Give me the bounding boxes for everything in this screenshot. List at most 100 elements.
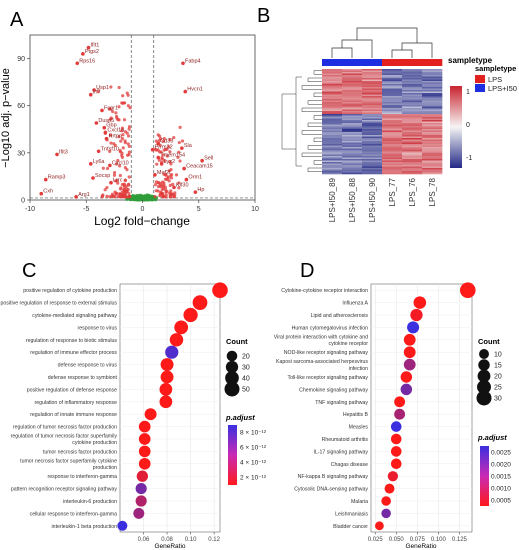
heatmap-cell [362,96,383,98]
volcano-point-sig [115,116,119,120]
heatmap-cell [342,163,363,166]
term-point [160,358,174,372]
heatmap-cell [402,120,423,122]
heatmap-cell [422,126,443,128]
heatmap-cell [342,88,363,91]
heatmap-column-label: LPS_77 [388,177,397,206]
heatmap-cell [382,168,403,170]
volcano-gene-label: Tmem154 [160,153,185,159]
heatmap-cell [342,106,363,109]
heatmap-cell [382,117,403,119]
volcano-point-labeled [74,195,78,199]
padjust-tick-label: 4 × 10⁻¹² [240,460,267,467]
heatmap-cell [322,76,343,79]
heatmap-cell [402,117,423,119]
volcano-point-sig [116,181,120,185]
volcano-x-tick-label: 5 [197,206,201,213]
heatmap-cell [422,151,443,154]
term-point [138,445,151,458]
heatmap-cell [382,141,403,143]
volcano-point-labeled [91,176,95,180]
heatmap-cell [362,138,383,140]
volcano-point-labeled [103,130,108,135]
volcano-x-tick-label: -5 [83,206,89,213]
term-label: Influenza A [342,301,368,307]
heatmap-cell [402,156,423,158]
go-gridlines [120,284,220,532]
heatmap-cell [382,72,403,74]
term-point [400,383,413,396]
volcano-point-labeled [150,147,155,152]
heatmap-cell [382,79,403,82]
heatmap-cell [342,126,363,128]
heatmap-cell [362,106,383,109]
volcano-point-sig [177,186,181,190]
heatmap-cell [342,145,363,148]
heatmap-cell [322,144,343,146]
annotation-title: sampletype [448,56,493,65]
volcano-point-labeled [104,136,109,141]
heatmap-cell [422,78,443,80]
term-point [387,471,399,482]
heatmap-cell [322,72,343,74]
heatmap-cell [342,118,363,121]
volcano-point-sig [120,137,125,141]
heatmap-cell [382,139,403,142]
volcano-point-sig [172,135,176,140]
heatmap-cell [402,97,423,100]
term-point [135,495,147,507]
term-point [133,507,145,519]
volcano-point-sig [162,181,166,185]
heatmap-cell [362,139,383,142]
heatmap-cell [342,117,363,119]
heatmap-cell [402,148,423,151]
heatmap-cell [362,126,383,128]
padjust-tick-label: 6 × 10⁻¹² [240,445,267,452]
heatmap-cell [422,162,443,164]
volcano-point-sig [122,118,127,122]
heatmap-cell [322,139,343,142]
heatmap-cell [382,69,403,71]
heatmap-cell [362,124,383,127]
volcano-point-sig [153,183,158,187]
heatmap-cell [422,132,443,134]
heatmap-cell [402,153,423,155]
kegg-gridlines [371,284,472,532]
sample-annotation-cell [382,59,403,66]
volcano-point-ns [144,195,147,198]
heatmap-cell [322,142,343,145]
term-point [138,433,151,445]
heatmap-cell [362,142,383,145]
term-point [117,520,128,531]
heatmap-cell [422,117,443,119]
heatmap-cell [402,132,423,134]
heatmap-cell [362,127,383,130]
heatmap-cell [322,118,343,121]
heatmap-cell [342,103,363,106]
term-point [390,458,402,470]
heatmap-cell [322,85,343,88]
heatmap-cell [342,156,363,158]
heatmap-cell [402,112,423,115]
heatmap-cell [362,114,383,116]
volcano-point-sig [177,150,181,154]
heatmap-cell [382,97,403,100]
heatmap-cell [422,99,443,101]
heatmap-cell [422,127,443,130]
volcano-gene-label: Ifit1 [91,43,100,49]
heatmap-cell [362,112,383,115]
volcano-point-sig [169,191,173,195]
volcano-point-sig [105,166,110,171]
heatmap-cell [402,154,423,157]
heatmap-cell [342,85,363,88]
heatmap-cell [342,130,363,133]
volcano-point-sig [167,169,171,173]
heatmap-cell [422,111,443,113]
heatmap-cell [422,82,443,85]
term-point [403,346,416,359]
volcano-point-sig [117,85,121,90]
volcano-x-label: Log2 fold−change [94,214,190,228]
term-label: TNF signaling pathway [315,400,368,406]
heatmap-cell [342,168,363,170]
